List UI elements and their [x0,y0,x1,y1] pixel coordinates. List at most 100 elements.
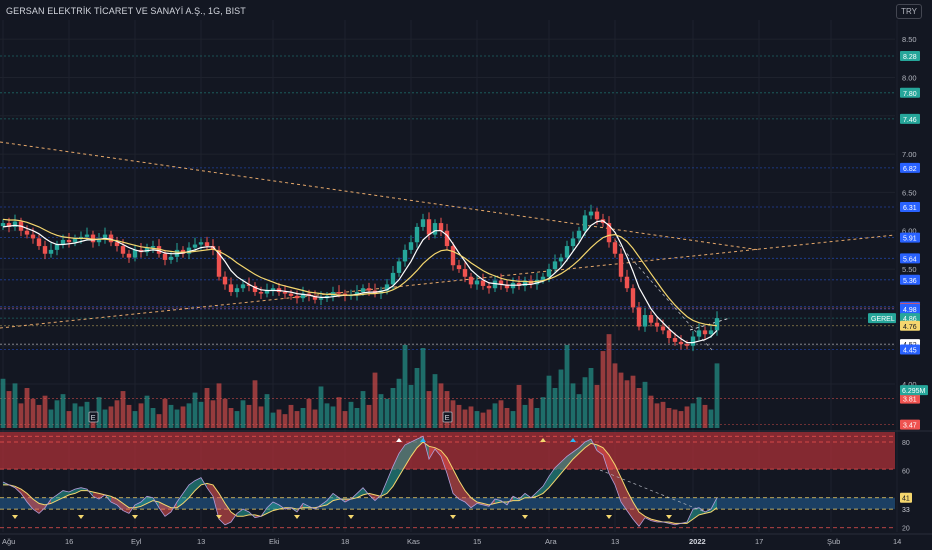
candle-body [552,261,558,270]
candle [108,230,114,247]
volume-bar [402,344,408,428]
candle-body [258,292,264,294]
volume-bar [378,394,384,428]
osc-fill [225,503,231,525]
osc-fill [237,509,243,517]
candle-body [162,253,168,260]
osc-level-label: 80 [902,440,910,447]
candle-body [666,330,672,339]
volume-bar [150,408,156,428]
candle [504,280,510,293]
volume-bar [156,414,162,428]
candle [432,219,438,239]
osc-fill [459,480,465,502]
volume-bar [120,391,126,428]
time-axis-label: Ara [545,537,558,546]
volume-bar [702,404,708,428]
volume-bar [198,401,204,428]
volume-bar [432,374,438,428]
price-label: 4.76 [903,324,917,331]
candle [450,242,456,271]
candle-body [0,223,6,227]
osc-fill [693,507,699,520]
volume-bar [102,409,108,428]
candle-body [66,239,72,243]
volume-bar [6,391,12,428]
candle-body [690,336,696,346]
osc-fill [633,502,639,527]
volume-bar [450,400,456,428]
price-label-box [900,87,920,98]
candle-body [714,318,720,331]
volume-bar [474,411,480,428]
candle [24,225,30,239]
volume-bar [648,395,654,428]
price-label: 3.81 [903,397,917,404]
candle [462,262,468,283]
volume-bar [54,400,60,428]
candle-body [432,223,438,235]
osc-fill [465,490,471,508]
volume-bar [522,404,528,428]
volume-bar [300,408,306,428]
price-label: 6.82 [903,166,917,173]
price-label-box [900,201,920,212]
volume-bar [624,380,630,428]
volume-bar [288,404,294,428]
price-label-box [900,313,920,324]
volume-bar [498,400,504,428]
candle-body [582,215,588,231]
volume-bar [612,363,618,428]
candle-body [606,223,612,243]
candle-body [294,295,300,299]
volume-bar [72,403,78,428]
sell-signal-marker [348,515,354,519]
candle-body [6,223,12,227]
osc-fill [207,483,213,497]
volume-bar [78,406,84,428]
osc-fill [213,484,219,520]
volume-bar [408,384,414,428]
time-axis-label: Şub [827,537,840,546]
price-label: 5.36 [903,278,917,285]
candle-body [120,246,126,254]
volume-bar [282,414,288,428]
candle-body [480,280,486,286]
sell-signal-marker [450,515,456,519]
candle [474,275,480,290]
time-axis-label: Kas [407,537,420,546]
volume-bar [222,398,228,428]
osc-fill [93,492,99,500]
volume-bar [258,406,264,428]
price-label-box [900,113,920,124]
sell-signal-marker [216,515,222,519]
candle-body [72,238,78,243]
candle-body [318,298,324,300]
volume-bar [204,388,210,428]
osc-level-box [900,504,912,515]
candle-body [456,265,462,270]
osc-level-label: 41 [902,496,910,503]
volume-bar [180,406,186,428]
candle-body [144,247,150,253]
osc-level-box [900,492,912,503]
volume-bar [36,404,42,428]
volume-bar [114,400,120,428]
volume-bar [486,409,492,428]
volume-bar [546,375,552,428]
candle [516,275,522,290]
volume-bar [390,388,396,428]
price-label-box [900,51,920,62]
currency-button[interactable]: TRY [896,4,922,19]
volume-bar [396,378,402,428]
osc-signal-line [3,441,718,524]
candle [42,240,48,260]
volume-bar [516,384,522,428]
earnings-marker-label: E [91,413,96,422]
volume-bar [360,391,366,428]
candle-body [420,219,426,227]
candle-body [240,284,246,289]
candle [228,277,234,296]
volume-bar [0,378,6,428]
